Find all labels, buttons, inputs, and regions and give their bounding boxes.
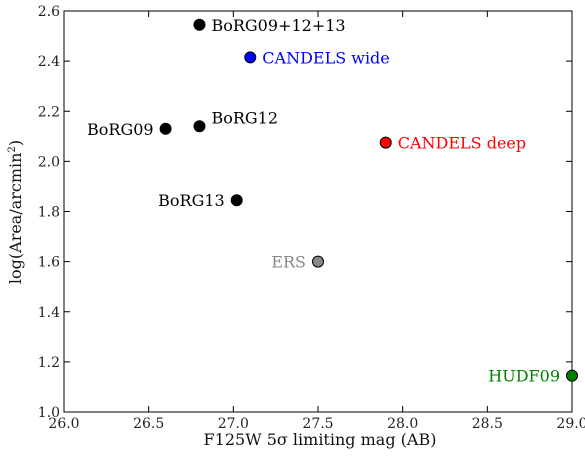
x-axis-label: F125W 5σ limiting mag (AB) xyxy=(204,430,437,449)
y-tick-label: 1.8 xyxy=(38,205,60,221)
data-point-label: CANDELS deep xyxy=(398,134,526,153)
y-tick-label: 1.2 xyxy=(38,355,60,371)
x-tick-label: 26.0 xyxy=(48,416,79,432)
x-tick-label: 28.0 xyxy=(387,416,418,432)
data-point-label: BoRG12 xyxy=(211,108,278,127)
y-axis-label-main: log(Area/arcmin xyxy=(6,153,25,285)
data-point xyxy=(193,120,206,133)
data-point-label: ERS xyxy=(271,253,306,272)
y-tick-label: 2.2 xyxy=(38,104,60,120)
y-tick-label: 1.6 xyxy=(38,255,60,271)
data-point xyxy=(312,255,324,268)
plot-frame xyxy=(63,10,573,413)
y-tick-label: 2.0 xyxy=(38,154,60,170)
data-point-label: CANDELS wide xyxy=(262,48,390,67)
y-tick-label: 1.4 xyxy=(38,305,60,321)
x-tick-label: 27.5 xyxy=(302,416,333,432)
y-tick-label: 2.6 xyxy=(38,4,60,20)
y-axis-label-sup: 2 xyxy=(7,146,18,152)
y-tick-label: 1.0 xyxy=(38,405,60,421)
data-point xyxy=(230,194,243,207)
x-tick-label: 27.0 xyxy=(218,416,249,432)
y-axis-label: log(Area/arcmin2) xyxy=(6,140,25,284)
data-point xyxy=(566,369,578,382)
data-point xyxy=(244,51,257,64)
data-point xyxy=(159,122,172,135)
data-point-label: BoRG13 xyxy=(158,191,225,210)
x-tick-label: 28.5 xyxy=(472,416,503,432)
data-point-label: BoRG09+12+13 xyxy=(211,16,345,35)
data-point xyxy=(193,18,206,31)
x-tick-label: 26.5 xyxy=(133,416,164,432)
data-point-label: BoRG09 xyxy=(87,120,154,139)
y-tick-label: 2.4 xyxy=(38,54,60,70)
y-axis-label-end: ) xyxy=(6,140,25,146)
data-point xyxy=(379,136,392,149)
data-point-label: HUDF09 xyxy=(488,367,560,386)
x-tick-label: 29.0 xyxy=(556,416,585,432)
